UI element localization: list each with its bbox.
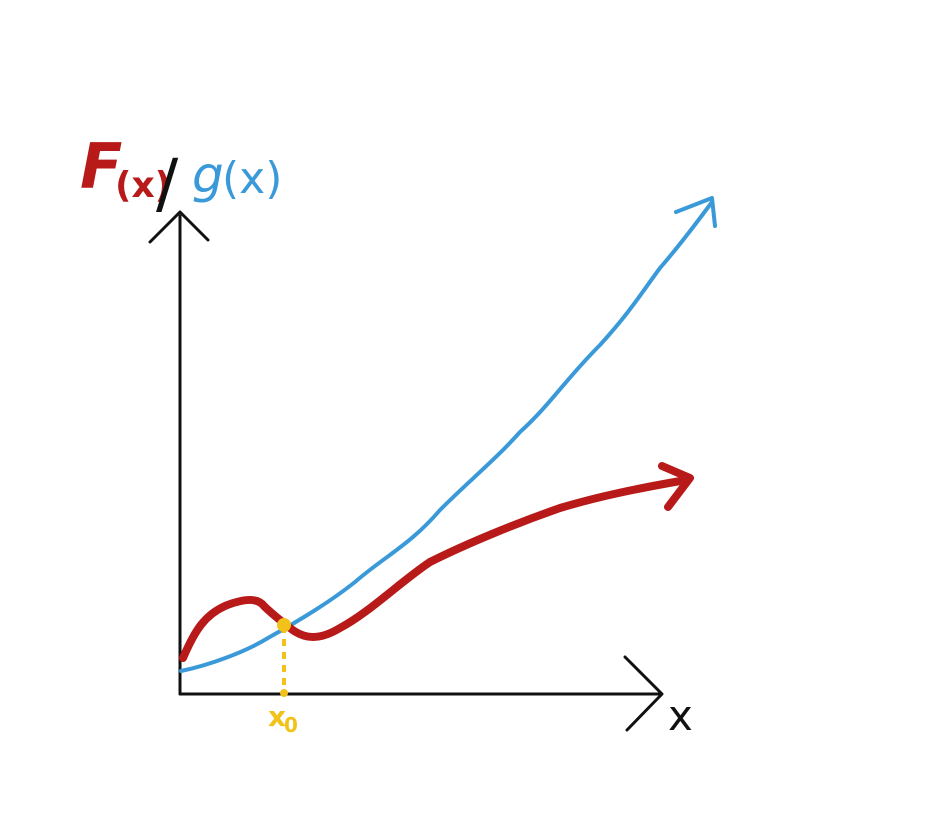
x-axis-label: x: [668, 691, 693, 740]
g-arg-label: (x): [222, 153, 282, 204]
y-axis-arrowhead: [148, 210, 210, 244]
y-axis-label: F (x) / g (x): [80, 130, 282, 222]
f-name-label: F: [80, 130, 122, 203]
x-axis: x: [178, 655, 693, 740]
g-name-label: g: [192, 146, 224, 204]
intersection-axis-tick: [280, 689, 288, 697]
f-curve-line: [179, 476, 690, 662]
separator-label: /: [156, 145, 179, 222]
intersection-point: [277, 618, 291, 632]
f-curve-arrowhead: [658, 462, 694, 511]
f-curve: [179, 462, 694, 662]
intersection-label-subscript: 0: [284, 713, 298, 737]
x-axis-arrowhead: [623, 655, 664, 732]
g-curve-arrowhead: [674, 196, 717, 228]
f-arg-label: (x): [115, 165, 171, 206]
intersection-label: x: [268, 700, 286, 733]
y-axis: [148, 210, 210, 696]
intersection-marker: x 0: [268, 618, 298, 737]
